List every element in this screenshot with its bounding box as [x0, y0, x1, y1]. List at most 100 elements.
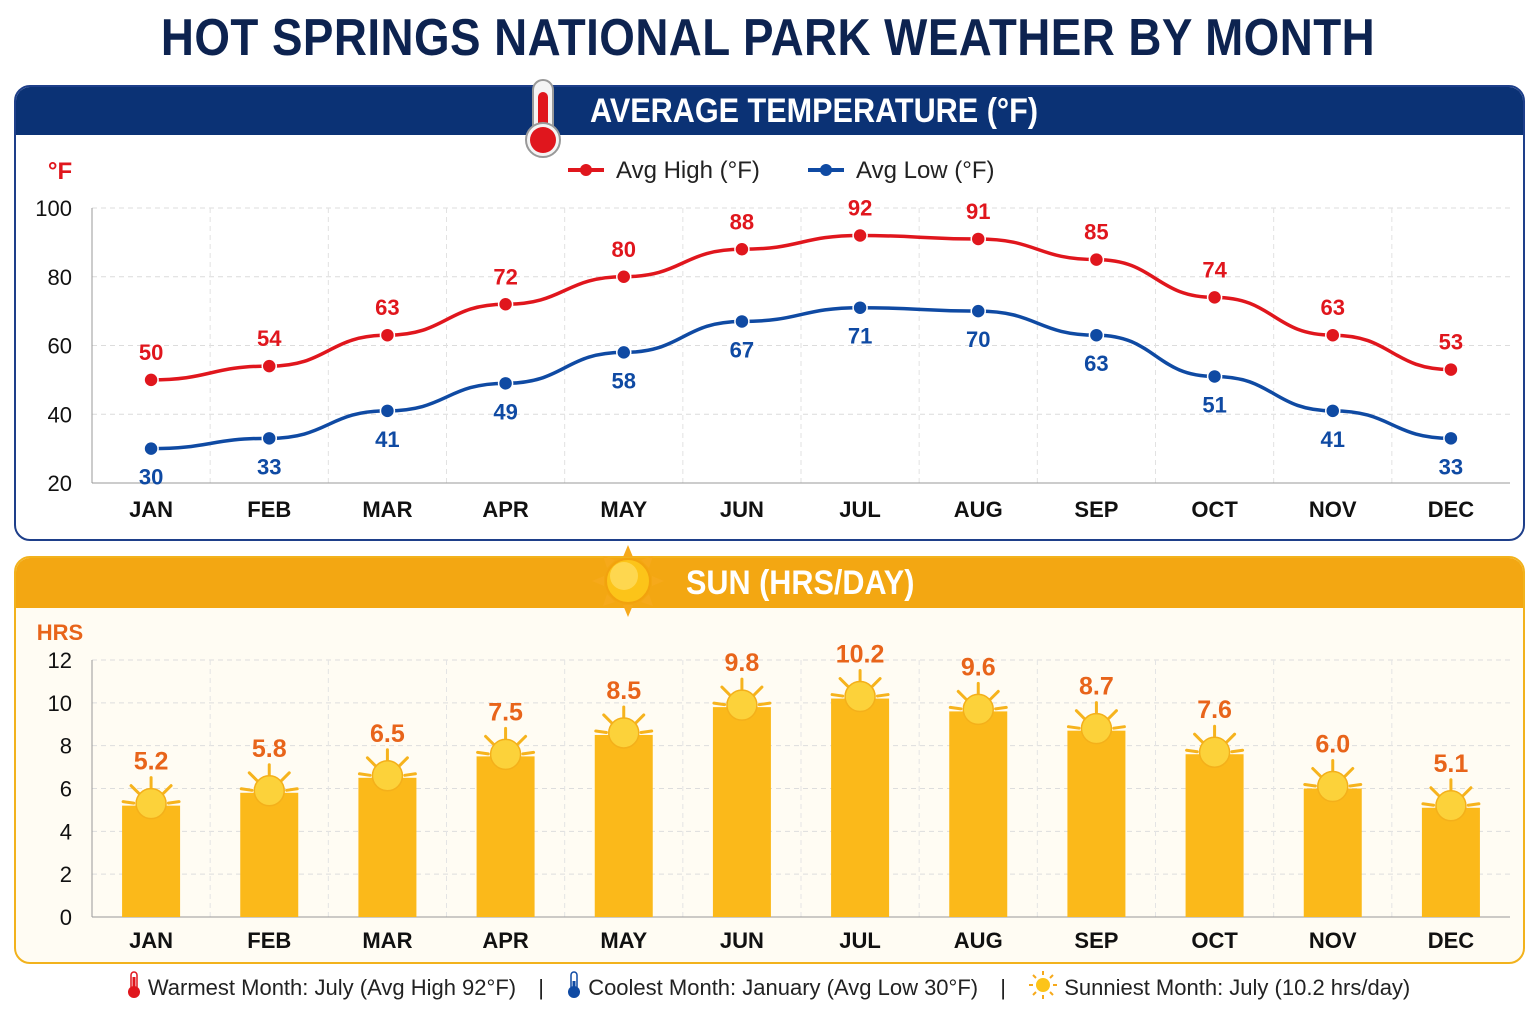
- sun-ray: [634, 713, 646, 725]
- data-point: [734, 241, 750, 257]
- x-tick-label: DEC: [1428, 497, 1475, 522]
- sun-disc: [1435, 790, 1467, 822]
- data-point: [1443, 361, 1459, 378]
- coolest-month-text: Coolest Month: January (Avg Low 30°F): [588, 975, 979, 1000]
- bar: [1067, 730, 1126, 917]
- sun-ray: [403, 772, 417, 777]
- data-label: 88: [730, 209, 754, 234]
- bar-sun-icon: [1185, 724, 1245, 768]
- y-tick-label: 2: [60, 862, 72, 887]
- sun-ray: [1461, 786, 1473, 797]
- data-label: 85: [1084, 220, 1108, 245]
- sun-ray: [1343, 767, 1355, 778]
- data-label: 63: [375, 295, 399, 320]
- data-label: 72: [493, 264, 517, 289]
- data-label: 7.6: [1197, 696, 1232, 724]
- y-tick-label: 80: [48, 265, 72, 290]
- bar-sun-icon: [476, 726, 536, 771]
- data-label: 6.0: [1315, 731, 1350, 759]
- y-tick-label: 6: [60, 777, 72, 802]
- bar: [476, 756, 535, 917]
- bar: [949, 711, 1008, 917]
- data-label: 91: [966, 199, 990, 224]
- data-label: 71: [848, 324, 872, 349]
- data-label: 53: [1439, 330, 1463, 355]
- legend-marker: [580, 164, 592, 176]
- sun-ray: [247, 771, 259, 782]
- data-label: 30: [139, 465, 163, 490]
- data-point: [616, 269, 632, 285]
- data-label: 33: [1439, 454, 1463, 479]
- bar: [240, 792, 299, 917]
- data-point: [497, 296, 514, 312]
- data-point: [379, 327, 396, 343]
- data-label: 92: [848, 196, 872, 221]
- thermometer-red-icon: [126, 971, 142, 1005]
- legend-label: Avg Low (°F): [856, 157, 995, 184]
- sun-ray: [1112, 725, 1126, 730]
- sun-ray: [1074, 709, 1086, 720]
- y-axis-unit-label: HRS: [37, 620, 83, 645]
- sun-ray: [521, 750, 536, 756]
- x-tick-label: APR: [482, 928, 529, 953]
- series-line-high: [151, 233, 1451, 382]
- bar: [358, 777, 417, 917]
- data-label: 63: [1321, 295, 1345, 320]
- temperature-banner: AVERAGE TEMPERATURE (°F): [16, 87, 1523, 135]
- data-label: 33: [257, 454, 281, 479]
- bar: [1421, 807, 1480, 917]
- data-label: 67: [730, 337, 754, 362]
- temperature-chart: °F 20 40 60 80 100 JAN FEB MAR APR MAY JUN JUL AUG SEP…: [35, 157, 1510, 522]
- x-tick-label: MAR: [362, 497, 412, 522]
- y-tick-label: 0: [60, 905, 72, 930]
- sun-ray: [1303, 783, 1317, 788]
- separator: |: [538, 975, 544, 1000]
- sun-ray: [712, 701, 727, 707]
- x-tick-label: NOV: [1309, 928, 1357, 953]
- data-label: 58: [612, 368, 636, 393]
- sun-disc: [1080, 712, 1113, 745]
- data-point: [1325, 403, 1341, 419]
- data-label: 63: [1084, 351, 1108, 376]
- bar-sun-icon: [121, 776, 181, 820]
- bar: [1303, 788, 1362, 917]
- sun-ray: [830, 693, 845, 698]
- small-sun-icon: [1028, 970, 1058, 1006]
- data-label: 54: [257, 326, 282, 351]
- sun-title: SUN (HRS/DAY): [686, 564, 915, 602]
- sun-disc: [962, 693, 994, 726]
- sun-ray: [948, 705, 963, 711]
- legend-marker: [820, 164, 832, 176]
- data-label: 10.2: [836, 641, 885, 669]
- sun-ray: [838, 677, 850, 688]
- temperature-title: AVERAGE TEMPERATURE (°F): [590, 92, 1039, 130]
- bar-sun-icon: [948, 681, 1008, 726]
- y-tick-label: 8: [60, 734, 72, 759]
- sun-ray: [994, 705, 1008, 711]
- data-point: [970, 303, 986, 319]
- sun-ray: [1225, 732, 1237, 744]
- x-tick-label: JUN: [720, 928, 764, 953]
- y-axis-unit-label: °F: [48, 158, 72, 185]
- data-point: [1088, 251, 1105, 268]
- x-tick-label: FEB: [247, 928, 291, 953]
- sun-ray: [161, 784, 173, 795]
- sun-ray: [956, 689, 968, 701]
- x-tick-label: JAN: [129, 497, 173, 522]
- x-tick-label: JUN: [720, 497, 764, 522]
- x-tick-label: JUL: [839, 497, 881, 522]
- sun-ray: [594, 729, 608, 734]
- y-tick-label: 4: [60, 819, 72, 844]
- warmest-month-text: Warmest Month: July (Avg High 92°F): [147, 975, 517, 1000]
- bar-sun-icon: [1066, 701, 1126, 745]
- data-label: 6.5: [370, 720, 405, 748]
- sun-ray: [484, 734, 495, 746]
- page-title: HOT SPRINGS NATIONAL PARK WEATHER BY MON…: [160, 9, 1376, 67]
- sun-ray: [121, 800, 136, 805]
- data-point: [852, 299, 868, 316]
- sunniest-month-text: Sunniest Month: July (10.2 hrs/day): [1064, 975, 1411, 1000]
- bar: [1185, 754, 1244, 917]
- sun-ray: [639, 729, 654, 734]
- data-label: 50: [139, 340, 163, 365]
- data-label: 5.1: [1434, 750, 1469, 778]
